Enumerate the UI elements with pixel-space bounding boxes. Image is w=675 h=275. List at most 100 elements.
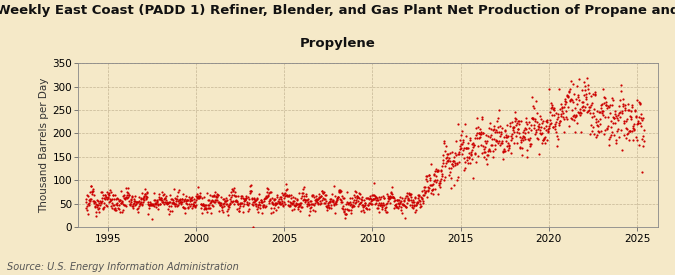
Point — [340, 211, 350, 216]
Point — [244, 188, 255, 193]
Point — [441, 161, 452, 165]
Point — [599, 115, 610, 120]
Point — [342, 190, 352, 195]
Point — [298, 187, 308, 191]
Point — [90, 199, 101, 204]
Point — [465, 135, 476, 140]
Point — [187, 202, 198, 206]
Point — [294, 191, 304, 196]
Point — [624, 128, 635, 133]
Point — [440, 148, 451, 153]
Point — [284, 204, 294, 209]
Point — [117, 210, 128, 214]
Point — [556, 111, 567, 116]
Point — [588, 124, 599, 129]
Point — [120, 186, 131, 190]
Point — [435, 179, 446, 183]
Point — [292, 202, 302, 207]
Point — [242, 195, 253, 199]
Point — [264, 201, 275, 205]
Point — [176, 199, 186, 204]
Point — [629, 128, 640, 133]
Point — [401, 194, 412, 199]
Point — [578, 93, 589, 97]
Point — [117, 208, 128, 213]
Point — [416, 189, 427, 193]
Point — [308, 195, 319, 199]
Point — [173, 190, 184, 194]
Point — [135, 200, 146, 204]
Point — [476, 143, 487, 147]
Point — [475, 132, 486, 137]
Point — [304, 213, 315, 217]
Point — [376, 200, 387, 205]
Point — [345, 203, 356, 207]
Point — [313, 196, 324, 200]
Point — [101, 196, 112, 201]
Point — [551, 120, 562, 125]
Point — [284, 194, 295, 198]
Point — [564, 123, 574, 128]
Point — [92, 202, 103, 207]
Point — [86, 184, 97, 188]
Point — [522, 130, 533, 134]
Point — [502, 144, 512, 148]
Point — [547, 107, 558, 111]
Point — [140, 196, 151, 200]
Point — [203, 198, 214, 202]
Point — [404, 203, 415, 208]
Point — [110, 208, 121, 212]
Point — [291, 200, 302, 205]
Point — [446, 176, 457, 180]
Point — [496, 130, 507, 134]
Point — [332, 195, 343, 199]
Point — [570, 96, 581, 101]
Point — [344, 208, 354, 213]
Point — [234, 204, 245, 208]
Point — [478, 131, 489, 136]
Point — [344, 200, 355, 205]
Point — [144, 205, 155, 210]
Point — [126, 198, 136, 202]
Point — [355, 191, 366, 196]
Point — [202, 198, 213, 202]
Point — [267, 196, 277, 200]
Point — [205, 199, 216, 204]
Point — [296, 205, 306, 209]
Point — [338, 196, 349, 200]
Point — [155, 198, 166, 203]
Point — [516, 140, 526, 144]
Point — [463, 156, 474, 160]
Point — [238, 197, 249, 201]
Point — [618, 121, 629, 126]
Point — [199, 204, 210, 208]
Point — [612, 116, 622, 120]
Point — [380, 208, 391, 213]
Point — [449, 155, 460, 159]
Point — [508, 141, 519, 145]
Point — [372, 198, 383, 202]
Point — [393, 200, 404, 205]
Point — [464, 138, 475, 142]
Point — [588, 111, 599, 115]
Point — [541, 124, 551, 128]
Point — [92, 203, 103, 208]
Point — [100, 193, 111, 198]
Point — [201, 205, 212, 210]
Point — [539, 135, 549, 140]
Point — [330, 194, 341, 199]
Point — [219, 199, 230, 203]
Point — [495, 141, 506, 145]
Point — [287, 202, 298, 207]
Point — [141, 194, 152, 199]
Point — [443, 156, 454, 161]
Point — [252, 210, 263, 214]
Point — [162, 201, 173, 205]
Point — [115, 189, 126, 193]
Point — [570, 115, 580, 119]
Point — [137, 196, 148, 200]
Point — [459, 146, 470, 150]
Point — [394, 203, 404, 208]
Point — [460, 166, 470, 170]
Point — [389, 202, 400, 207]
